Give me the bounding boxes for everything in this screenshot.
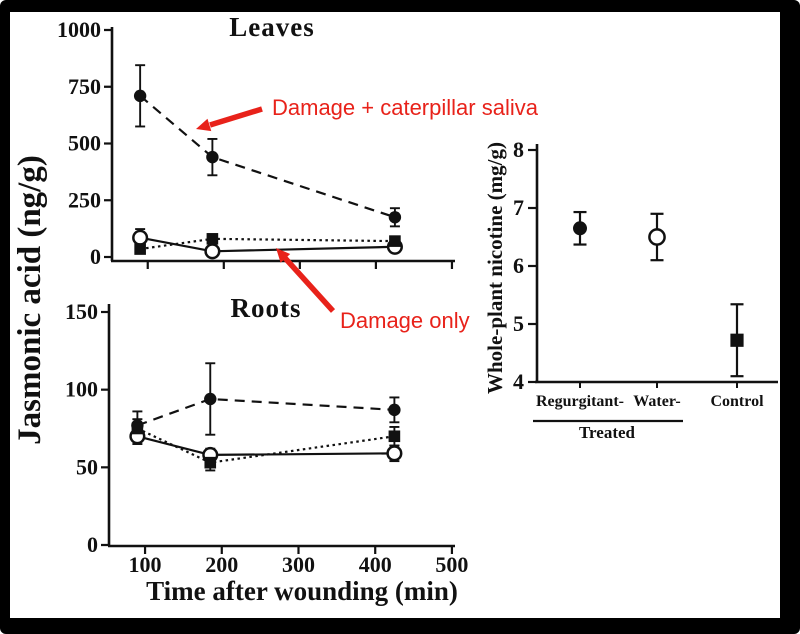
y-tick-label: 4 bbox=[513, 369, 524, 394]
data-point-filled-circle-marker bbox=[388, 403, 401, 417]
y-tick-label: 5 bbox=[513, 311, 524, 336]
y-tick-label: 6 bbox=[513, 253, 524, 278]
damage-only-annotation-arrow bbox=[276, 248, 336, 313]
generated-chart-layer: 0 250 500 750 1000 0 50 100 150 100 200 300 400 500 4 5… bbox=[57, 17, 778, 577]
data-point-open-circle-marker bbox=[132, 229, 149, 246]
saliva-annotation-text: Damage + caterpillar saliva bbox=[272, 95, 538, 120]
saliva-arrow-shaft bbox=[209, 106, 263, 128]
damage-only-annotation-text: Damage only bbox=[340, 308, 470, 333]
saliva-arrow-head-icon bbox=[196, 118, 212, 132]
y-tick-label: 7 bbox=[513, 195, 524, 220]
data-point-filled-square-marker bbox=[134, 243, 146, 255]
y-tick-label: 50 bbox=[76, 454, 98, 479]
series-line bbox=[136, 427, 395, 464]
damage-only-arrow-shaft bbox=[282, 256, 336, 313]
y-tick-label: 100 bbox=[65, 377, 98, 402]
data-point-open-circle-marker bbox=[386, 445, 403, 462]
data-point-filled-circle-marker bbox=[204, 392, 217, 406]
x-tick-label: 100 bbox=[129, 552, 162, 577]
time-x-axis-label: Time after wounding (min) bbox=[146, 576, 458, 606]
category-label: Control bbox=[710, 393, 764, 410]
jasmonic-acid-y-axis-label: Jasmonic acid (ng/g) bbox=[12, 155, 48, 445]
y-tick-label: 150 bbox=[65, 299, 98, 324]
data-point-filled-square-marker bbox=[204, 456, 217, 469]
x-tick-label: 500 bbox=[435, 552, 468, 577]
data-point-filled-square-marker bbox=[206, 233, 219, 245]
x-tick-label: 200 bbox=[205, 552, 238, 577]
y-tick-label: 500 bbox=[68, 131, 101, 156]
x-tick-label: 400 bbox=[359, 552, 392, 577]
figure-paper bbox=[10, 12, 780, 618]
x-tick-label: 300 bbox=[282, 552, 315, 577]
category-label: Regurgitant- bbox=[536, 393, 624, 410]
y-tick-label: 250 bbox=[68, 187, 101, 212]
data-point-open-circle-marker bbox=[204, 243, 221, 260]
category-label: Water- bbox=[633, 393, 680, 410]
data-point-filled-square-marker bbox=[388, 430, 401, 443]
nicotine-y-axis-label: Whole-plant nicotine (mg/g) bbox=[483, 142, 507, 394]
y-tick-label: 8 bbox=[513, 137, 524, 162]
leaves-panel-title: Leaves bbox=[229, 12, 314, 42]
data-point-filled-square-marker bbox=[131, 422, 144, 435]
data-point-filled-square-marker bbox=[389, 235, 401, 247]
data-point-filled-square-marker bbox=[730, 333, 744, 347]
data-point-open-circle-marker bbox=[648, 228, 666, 246]
y-tick-label: 1000 bbox=[57, 17, 101, 42]
saliva-annotation-arrow bbox=[196, 106, 263, 132]
data-point-filled-circle-marker bbox=[388, 211, 402, 224]
y-tick-label: 0 bbox=[90, 244, 101, 269]
roots-panel-title: Roots bbox=[231, 293, 302, 323]
y-tick-label: 0 bbox=[87, 532, 98, 557]
series-line bbox=[137, 397, 395, 427]
treated-group-label: Treated bbox=[579, 423, 636, 442]
damage-only-arrow-head-icon bbox=[276, 248, 291, 263]
y-tick-label: 750 bbox=[68, 74, 101, 99]
data-point-filled-circle-marker bbox=[206, 150, 219, 164]
data-point-filled-circle-marker bbox=[573, 221, 587, 236]
data-point-filled-circle-marker bbox=[133, 89, 147, 103]
